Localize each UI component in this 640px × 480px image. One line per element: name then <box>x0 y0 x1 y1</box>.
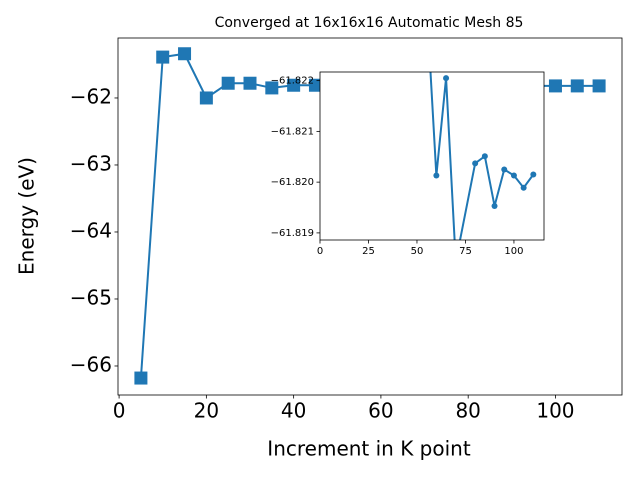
y-tick-label: −64 <box>70 218 112 242</box>
marker <box>472 160 479 167</box>
marker <box>491 202 498 209</box>
x-tick-label: 20 <box>194 399 219 423</box>
marker <box>243 76 257 90</box>
chart-title: Converged at 16x16x16 Automatic Mesh 85 <box>215 15 524 31</box>
y-tick-label: −61.819 <box>271 228 314 239</box>
x-axis-label: Increment in K point <box>267 437 471 461</box>
x-tick-label: 100 <box>504 246 523 257</box>
marker <box>178 47 192 61</box>
y-tick-label: −65 <box>70 285 112 309</box>
y-tick-label: −63 <box>70 151 112 175</box>
marker <box>156 50 170 64</box>
marker <box>433 172 440 179</box>
y-tick-label: −61.822 <box>271 76 314 87</box>
y-tick-label: −61.820 <box>271 177 314 188</box>
x-tick-label: 40 <box>281 399 306 423</box>
x-tick-label: 100 <box>536 399 574 423</box>
marker <box>530 171 537 178</box>
marker <box>481 153 488 160</box>
x-tick-label: 50 <box>411 246 424 257</box>
data-layer <box>429 72 537 240</box>
marker <box>221 76 235 90</box>
marker <box>308 78 322 92</box>
y-axis-label: Energy (eV) <box>15 157 39 275</box>
x-tick-label: 75 <box>459 246 472 257</box>
axes-frame <box>117 37 623 396</box>
y-tick-label: −61.821 <box>271 126 314 137</box>
marker <box>199 91 213 105</box>
marker <box>520 184 527 191</box>
x-tick-label: 0 <box>317 246 323 257</box>
axes-frame <box>319 71 545 241</box>
marker <box>501 166 508 173</box>
marker <box>265 81 279 95</box>
marker <box>443 75 450 82</box>
marker <box>287 78 301 92</box>
axes: 0 25 50 75 100 −61.822 −61.821 −61.820 −61.819 <box>271 71 545 257</box>
marker <box>592 79 606 93</box>
x-tick-label: 80 <box>455 399 480 423</box>
marker <box>548 79 562 93</box>
marker <box>570 79 584 93</box>
x-tick-label: 25 <box>362 246 375 257</box>
marker <box>510 172 517 179</box>
x-tick-label: 0 <box>113 399 126 423</box>
y-tick-label: −62 <box>70 84 112 108</box>
x-tick-label: 60 <box>368 399 393 423</box>
marker <box>134 371 148 385</box>
y-tick-label: −66 <box>70 352 112 376</box>
